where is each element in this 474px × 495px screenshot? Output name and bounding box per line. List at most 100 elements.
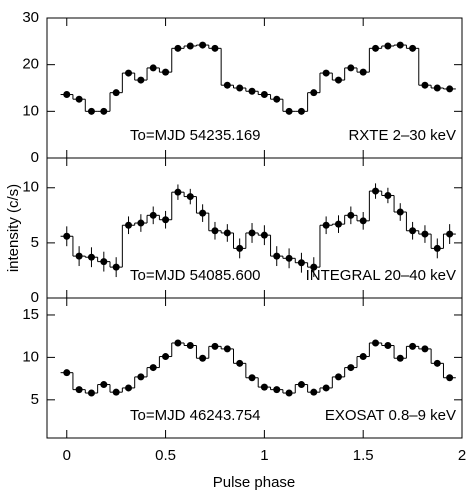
annotation: To=MJD 46243.754 [130, 407, 261, 424]
data-point [125, 69, 133, 77]
data-point [137, 373, 145, 381]
data-point [347, 364, 355, 372]
data-point [322, 384, 330, 392]
data-point [273, 386, 281, 394]
data-point [112, 388, 120, 396]
x-tick-label: 0 [63, 447, 71, 464]
data-point [384, 191, 392, 199]
data-point [433, 359, 441, 367]
data-point [174, 188, 182, 196]
data-point [162, 68, 170, 76]
data-point [446, 230, 454, 238]
data-point [322, 221, 330, 229]
data-point [186, 342, 194, 350]
y-tick-label: 10 [22, 348, 39, 365]
y-tick-label: 30 [22, 9, 39, 26]
data-point [359, 68, 367, 76]
data-point [433, 244, 441, 252]
data-point [162, 353, 170, 361]
data-point [396, 41, 404, 49]
data-point [162, 216, 170, 224]
data-point [297, 107, 305, 115]
data-point [100, 107, 108, 115]
data-point [75, 95, 83, 103]
data-point [112, 263, 120, 271]
data-point [384, 42, 392, 50]
y-axis-label: intensity (c/s) [5, 184, 22, 272]
data-point [297, 381, 305, 389]
data-point [322, 69, 330, 77]
data-point [87, 107, 95, 115]
y-tick-label: 5 [31, 234, 39, 251]
data-point [211, 342, 219, 350]
data-point [409, 227, 417, 235]
data-point [396, 354, 404, 362]
x-tick-label: 0.5 [155, 447, 176, 464]
data-point [236, 244, 244, 252]
data-point [421, 81, 429, 89]
y-tick-label: 0 [31, 289, 39, 306]
data-point [421, 230, 429, 238]
annotation: INTEGRAL 20–40 keV [306, 267, 456, 284]
y-tick-label: 20 [22, 56, 39, 73]
x-axis-label: Pulse phase [213, 474, 296, 491]
data-point [63, 369, 71, 377]
data-point [236, 359, 244, 367]
data-point [149, 364, 157, 372]
data-point [63, 91, 71, 99]
data-point [248, 87, 256, 95]
data-point [297, 259, 305, 267]
annotation: To=MJD 54085.600 [130, 267, 261, 284]
data-point [260, 231, 268, 239]
data-point [248, 374, 256, 382]
data-point [149, 64, 157, 72]
data-point [100, 258, 108, 266]
data-point [112, 89, 120, 97]
data-point [334, 76, 342, 84]
data-point [137, 219, 145, 227]
data-point [199, 354, 207, 362]
data-point [174, 44, 182, 52]
data-point [285, 389, 293, 397]
data-point [334, 220, 342, 228]
data-point [372, 339, 380, 347]
data-point [359, 353, 367, 361]
data-point [260, 383, 268, 391]
data-point [75, 386, 83, 394]
data-point [174, 339, 182, 347]
data-point [396, 208, 404, 216]
data-point [384, 342, 392, 350]
data-point [446, 85, 454, 93]
y-tick-label: 10 [22, 179, 39, 196]
data-point [63, 232, 71, 240]
annotation: RXTE 2–30 keV [348, 127, 456, 144]
y-tick-label: 5 [31, 391, 39, 408]
data-point [359, 217, 367, 225]
data-point [285, 107, 293, 115]
x-tick-label: 1 [260, 447, 268, 464]
data-point [199, 41, 207, 49]
data-point [372, 187, 380, 195]
data-point [125, 221, 133, 229]
annotation: EXOSAT 0.8–9 keV [325, 407, 456, 424]
y-tick-label: 15 [22, 306, 39, 323]
data-point [87, 253, 95, 261]
data-point [87, 389, 95, 397]
data-point [433, 84, 441, 92]
data-point [186, 42, 194, 50]
data-point [137, 76, 145, 84]
data-point [260, 91, 268, 99]
data-point [310, 89, 318, 97]
y-tick-label: 10 [22, 102, 39, 119]
data-point [223, 229, 231, 237]
data-point [248, 229, 256, 237]
data-point [446, 374, 454, 382]
data-point [409, 342, 417, 350]
data-point [75, 252, 83, 260]
data-point [310, 388, 318, 396]
x-tick-label: 2 [458, 447, 466, 464]
data-point [421, 345, 429, 353]
data-point [186, 193, 194, 201]
data-point [199, 209, 207, 217]
